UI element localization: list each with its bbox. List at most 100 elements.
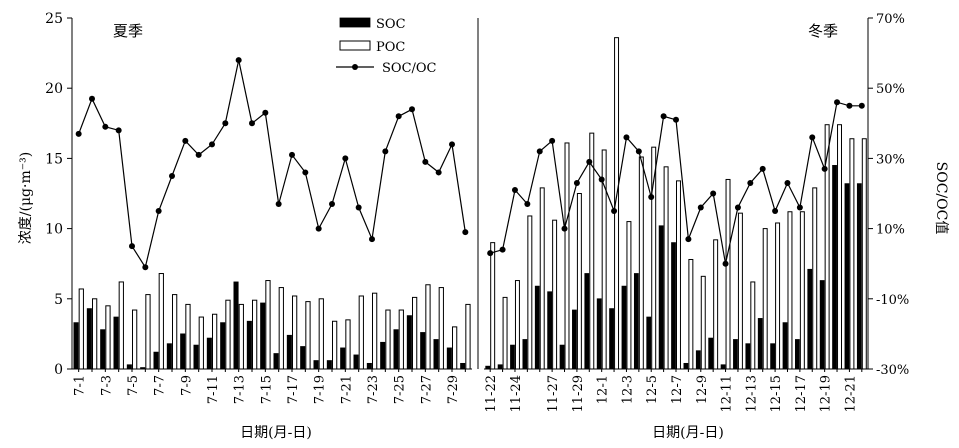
soc-bar [683, 362, 689, 370]
soc-oc-ratio-point [846, 102, 853, 109]
poc-bar [552, 219, 558, 370]
soc-oc-ratio-point [435, 169, 442, 176]
poc-bar [172, 294, 178, 370]
soc-bar [720, 364, 726, 370]
soc-bar [446, 347, 452, 370]
soc-oc-ratio-point [129, 243, 135, 250]
poc-bar [663, 166, 669, 370]
soc-bar [621, 285, 627, 370]
winter-x-axis-title: 日期(月-日) [652, 425, 724, 441]
poc-bar [762, 228, 768, 370]
poc-bar [292, 295, 298, 370]
soc-oc-ratio-point [409, 106, 415, 113]
x-tick-label: 7-23 [366, 375, 381, 404]
x-tick-label: 12-7 [670, 375, 685, 404]
soc-bar [695, 350, 701, 370]
x-tick-label: 7-9 [179, 375, 194, 396]
soc-bar [166, 343, 172, 370]
right-y-axis-title: SOC/OC值 [933, 162, 949, 235]
poc-bar [651, 146, 657, 370]
soc-bar [609, 308, 614, 370]
soc-oc-ratio-point [275, 201, 282, 208]
soc-bar [366, 362, 372, 370]
poc-bar [212, 313, 218, 370]
x-tick-label: 12-13 [744, 375, 759, 412]
soc-bar [86, 308, 92, 370]
soc-bar [633, 273, 639, 370]
legend: SOC POC SOC/OC [336, 17, 437, 76]
poc-bar [564, 142, 570, 370]
x-tick-label: 7-13 [233, 375, 248, 404]
left-y-tick-label: 25 [45, 11, 63, 27]
soc-bar [807, 268, 813, 370]
soc-oc-ratio-point [697, 204, 704, 211]
soc-oc-ratio-point [89, 95, 95, 102]
x-tick-label: 7-17 [286, 375, 301, 404]
soc-oc-ratio-point [302, 169, 309, 176]
soc-bar [353, 354, 359, 370]
x-tick-label: 7-1 [73, 375, 88, 396]
soc-bar [393, 329, 399, 370]
soc-oc-ratio-point [342, 155, 349, 162]
x-tick-label: 12-15 [769, 375, 784, 412]
summer-panel-label: 夏季 [113, 22, 143, 40]
soc-oc-ratio-point [673, 116, 679, 123]
soc-oc-ratio-point [395, 113, 402, 120]
soc-oc-ratio-point [809, 134, 816, 141]
soc-oc-ratio-point [772, 208, 779, 215]
x-tick-label: 12-5 [645, 375, 660, 404]
soc-oc-ratio-point [611, 208, 618, 215]
soc-bar [326, 360, 332, 370]
poc-bar [576, 193, 582, 370]
soc-bar [313, 360, 319, 370]
poc-bar [775, 222, 781, 370]
poc-bar [252, 299, 258, 370]
x-tick-label: 7-5 [126, 375, 141, 396]
poc-bar [78, 288, 84, 370]
soc-oc-ratio-point [222, 120, 229, 127]
poc-bar [539, 187, 545, 370]
soc-oc-ratio-point [369, 236, 375, 243]
poc-bar [713, 239, 719, 370]
soc-bar [856, 183, 862, 370]
poc-bar [452, 326, 458, 370]
soc-oc-ratio-point [487, 250, 494, 257]
soc-bar [286, 334, 292, 370]
soc-oc-ratio-point [623, 134, 630, 141]
poc-bar [92, 298, 98, 370]
soc-bar [819, 280, 825, 370]
soc-oc-ratio-point [660, 113, 667, 120]
poc-bar [861, 138, 867, 370]
soc-oc-ratio-point [102, 123, 109, 130]
poc-bar [589, 132, 595, 370]
x-tick-label: 7-21 [339, 375, 354, 404]
x-tick-label: 12-3 [620, 375, 635, 404]
left-y-tick-label: 15 [45, 151, 63, 167]
soc-bar [73, 322, 79, 370]
soc-oc-ratio-point [586, 158, 593, 165]
soc-oc-ratio-point [249, 120, 255, 127]
soc-bar [420, 332, 426, 370]
soc-oc-ratio-point [734, 204, 741, 211]
poc-bar [638, 156, 644, 370]
soc-oc-ratio-point [648, 194, 655, 201]
soc-oc-ratio-point [449, 141, 455, 148]
summer-x-axis-title: 日期(月-日) [240, 425, 312, 441]
winter-panel-label: 冬季 [808, 22, 838, 40]
soc-bar [246, 320, 252, 370]
soc-bar [340, 347, 346, 370]
poc-bar [614, 37, 620, 370]
soc-oc-ratio-point [561, 225, 568, 232]
soc-oc-ratio-point [747, 179, 754, 186]
x-tick-label: 11-22 [484, 375, 499, 412]
left-y-axis: 0 5 10 15 20 25 [45, 11, 72, 378]
soc-oc-ratio-point [784, 179, 791, 186]
soc-bar [745, 343, 751, 370]
right-y-tick-label: -30% [876, 363, 909, 378]
soc-oc-ratio-point [524, 201, 531, 208]
soc-bar [220, 322, 226, 370]
soc-bar [380, 341, 386, 370]
soc-bar [273, 353, 279, 370]
soc-bar [782, 322, 788, 370]
poc-bar [105, 305, 111, 370]
